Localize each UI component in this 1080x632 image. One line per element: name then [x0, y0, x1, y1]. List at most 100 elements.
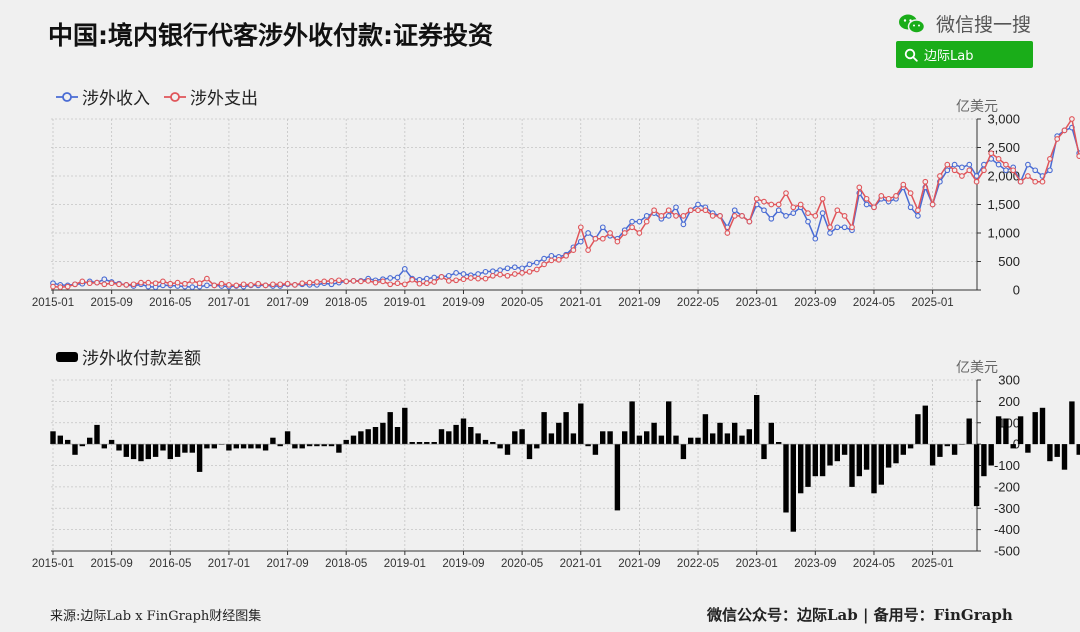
data-point-expense: [467, 275, 474, 281]
line-chart-x-tick-label: 2022-05: [677, 297, 719, 309]
data-point-expense: [658, 213, 665, 219]
bar: [453, 424, 459, 445]
data-point-income: [783, 213, 789, 219]
legend-label-income: 涉外收入: [82, 89, 150, 109]
bar: [446, 431, 452, 445]
bar: [981, 444, 987, 477]
bar: [710, 433, 716, 445]
bar: [834, 444, 840, 462]
data-point-expense: [321, 278, 328, 285]
data-point-expense: [555, 256, 562, 263]
data-point-expense: [907, 190, 914, 196]
line-chart-x-tick-label: 2021-09: [618, 297, 660, 309]
bar-chart-y-tick-label: 0: [1013, 437, 1020, 452]
bar: [233, 444, 239, 449]
bar-chart-y-tick-label: -300: [994, 501, 1020, 516]
bar: [607, 431, 613, 445]
data-point-expense: [819, 195, 826, 202]
bar-chart-x-tick-label: 2019-01: [384, 558, 426, 570]
bar: [365, 429, 371, 445]
line-chart-x-tick-label: 2019-01: [384, 297, 426, 309]
data-point-expense: [233, 282, 240, 289]
bar: [116, 444, 122, 451]
bar: [1003, 418, 1009, 445]
bar: [929, 444, 936, 466]
bar: [87, 437, 93, 445]
series-line-income: [52, 126, 1080, 288]
search-icon: [904, 48, 918, 62]
data-point-expense: [1003, 161, 1009, 168]
bar-chart-x-tick-label: 2023-09: [794, 558, 836, 570]
data-point-income: [511, 264, 518, 271]
data-point-income: [445, 272, 452, 279]
bar: [211, 444, 217, 449]
bar-chart-x-tick-label: 2023-01: [736, 558, 778, 570]
data-point-expense: [284, 280, 291, 287]
data-point-expense: [761, 198, 767, 205]
data-point-expense: [570, 247, 577, 253]
bar: [812, 444, 818, 477]
data-point-income: [966, 161, 973, 168]
bar: [732, 422, 738, 445]
bar: [556, 422, 562, 445]
data-point-expense: [673, 213, 679, 219]
line-chart-x-tick-label: 2023-09: [794, 297, 836, 309]
data-point-income: [629, 218, 635, 225]
bar: [570, 433, 577, 445]
data-point-expense: [614, 238, 621, 245]
bar: [167, 444, 173, 460]
bar: [885, 444, 892, 468]
bar: [863, 444, 870, 470]
bar: [629, 401, 635, 445]
legend-label-expense: 涉外支出: [190, 89, 258, 109]
data-point-expense: [299, 280, 306, 287]
bar: [431, 442, 437, 445]
bar-chart-y-tick-label: -200: [994, 479, 1020, 494]
bar: [600, 431, 606, 445]
bar-chart-y-tick-label: -500: [994, 544, 1020, 559]
data-point-expense: [929, 201, 936, 208]
bar: [592, 444, 599, 455]
bar: [746, 429, 752, 445]
bar: [240, 444, 247, 449]
data-point-expense: [511, 271, 518, 277]
bar: [387, 412, 393, 445]
bar-chart-x-tick-label: 2016-05: [149, 558, 191, 570]
bar: [343, 439, 349, 445]
data-point-income: [489, 268, 496, 275]
bar: [666, 401, 672, 445]
bar: [255, 444, 261, 449]
data-point-income: [533, 259, 540, 266]
bar: [512, 431, 518, 445]
data-point-expense: [130, 281, 137, 288]
data-point-expense: [621, 230, 628, 236]
bar: [145, 444, 151, 460]
footer-account: 微信公众号：边际Lab | 备用号：FinGraph: [707, 606, 1013, 624]
bar: [702, 414, 709, 445]
bar: [673, 435, 679, 445]
bar: [937, 444, 943, 457]
bar: [174, 444, 181, 457]
bar: [152, 444, 159, 457]
data-point-income: [995, 161, 1002, 168]
bar-chart-x-tick-label: 2017-09: [266, 558, 308, 570]
bar: [306, 444, 313, 447]
data-point-expense: [372, 279, 379, 286]
bar: [468, 427, 474, 445]
data-point-expense: [497, 271, 503, 278]
data-point-expense: [746, 218, 753, 225]
line-chart-y-tick-label: 500: [998, 254, 1020, 269]
data-point-expense: [277, 281, 284, 288]
bar: [358, 431, 364, 445]
data-point-expense: [856, 184, 863, 191]
data-point-income: [401, 266, 408, 272]
data-point-expense: [643, 218, 650, 225]
data-point-income: [548, 252, 555, 259]
data-point-expense: [768, 201, 775, 208]
data-point-expense: [981, 167, 987, 174]
data-point-expense: [211, 282, 218, 289]
search-button[interactable]: 边际Lab: [896, 41, 1033, 68]
data-point-income: [790, 210, 797, 216]
data-point-expense: [585, 247, 591, 253]
bar: [160, 444, 166, 451]
